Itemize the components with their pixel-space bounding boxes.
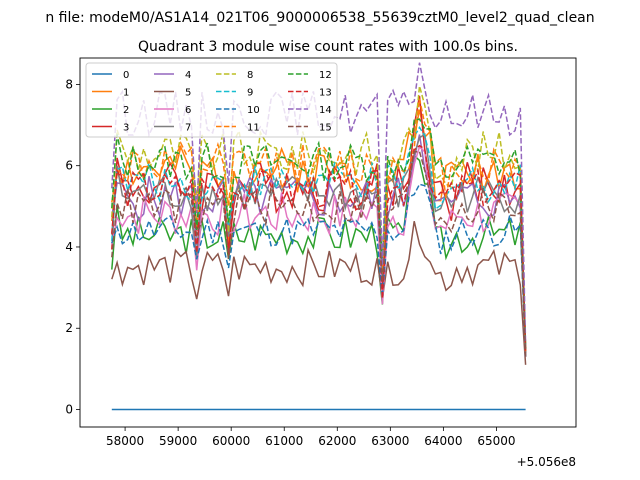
legend-label-3: 3 (123, 123, 129, 134)
y-tick-label: 8 (65, 77, 73, 91)
legend-box (85, 62, 338, 138)
y-tick-label: 2 (65, 321, 73, 335)
y-tick-label: 0 (65, 403, 73, 417)
legend-label-6: 6 (185, 105, 191, 116)
legend-label-7: 7 (185, 123, 191, 134)
series-line-2 (111, 154, 527, 353)
series-line-13 (111, 144, 527, 353)
x-tick-label: 63000 (371, 434, 409, 448)
series-line-5 (111, 221, 527, 365)
x-tick-label: 59000 (159, 434, 197, 448)
legend-label-5: 5 (185, 88, 191, 99)
legend-label-13: 13 (319, 88, 332, 99)
y-tick-label: 6 (65, 159, 73, 173)
series-line-11 (111, 98, 527, 353)
legend-label-8: 8 (247, 70, 253, 81)
chart-title: Quadrant 3 module wise count rates with … (138, 39, 518, 55)
series-line-1 (111, 109, 527, 357)
y-axis: 0 2 4 6 8 (65, 77, 80, 417)
series-line-3 (111, 95, 527, 349)
legend-label-11: 11 (247, 123, 260, 134)
legend-label-15: 15 (319, 123, 332, 134)
x-tick-label: 58000 (106, 434, 144, 448)
legend-label-14: 14 (319, 105, 332, 116)
series-line-15 (111, 150, 527, 357)
legend-label-2: 2 (123, 105, 129, 116)
x-axis: 58000 59000 60000 61000 62000 63000 64000 65000 (106, 427, 516, 448)
x-tick-label: 64000 (424, 434, 462, 448)
figure-suptitle: n file: modeM0/AS1A14_021T06_9000006538_… (45, 10, 594, 26)
legend-label-1: 1 (123, 88, 129, 99)
axes-frame (79, 57, 577, 428)
series-line-12 (111, 118, 527, 349)
legend-label-12: 12 (319, 70, 332, 81)
x-tick-label: 61000 (265, 434, 303, 448)
x-tick-label: 65000 (477, 434, 515, 448)
x-tick-label: 60000 (212, 434, 250, 448)
y-tick-label: 4 (65, 240, 73, 254)
x-offset-label: +5.056e8 (517, 455, 576, 469)
series-line-10 (111, 183, 527, 357)
legend-label-9: 9 (247, 88, 253, 99)
x-tick-label: 62000 (318, 434, 356, 448)
series-line-9 (111, 125, 527, 353)
legend-label-4: 4 (185, 70, 191, 81)
legend-label-10: 10 (247, 105, 260, 116)
legend-label-0: 0 (123, 70, 129, 81)
